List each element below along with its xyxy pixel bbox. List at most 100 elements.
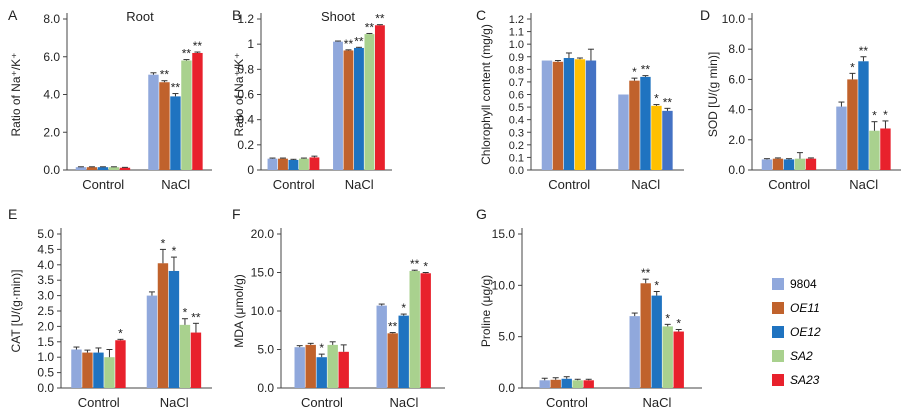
bar-sa23-nacl: [662, 110, 673, 170]
bar-sa23-nacl: [673, 331, 684, 388]
y-tick-label: 0.2: [509, 140, 524, 152]
bar-sa23-control: [585, 60, 597, 170]
bar-oe11-nacl: [159, 82, 170, 170]
y-axis-label: Ratio of Na⁺/K⁺: [232, 52, 246, 136]
bar-sa2-control: [104, 357, 115, 388]
significance-marker: *: [872, 109, 877, 123]
bar-oe12-control: [93, 352, 104, 388]
panel-label: D: [700, 7, 710, 23]
legend-swatch: [772, 374, 784, 386]
bar-oe11-control: [278, 158, 288, 170]
y-tick-label: 15.0: [251, 266, 275, 280]
y-tick-label: 0.0: [728, 163, 745, 177]
bar-oe12-nacl: [858, 61, 869, 170]
bar-oe12-nacl: [640, 76, 651, 170]
y-tick-label: 0.0: [509, 165, 524, 177]
legend-label: SA23: [790, 373, 820, 387]
y-tick-label: 1.2: [237, 12, 254, 26]
y-axis-label: Proline (μg/g): [479, 275, 493, 347]
x-tick-label: Control: [546, 395, 588, 410]
bar-oe12-nacl: [398, 315, 409, 388]
bar-sa2-nacl: [179, 324, 191, 388]
significance-marker: *: [632, 65, 637, 79]
bar-sa2-nacl: [651, 105, 662, 170]
x-tick-label: Control: [768, 177, 810, 192]
x-tick-label: Control: [273, 177, 315, 192]
bar-sa2-control: [794, 158, 806, 170]
y-tick-label: 2.0: [43, 125, 60, 139]
significance-marker: **: [344, 37, 354, 51]
bar-oe12-nacl: [168, 270, 180, 388]
legend-label: 9804: [790, 277, 817, 291]
bar-9804-control: [75, 167, 87, 170]
bar-9804-control: [539, 380, 550, 388]
bar-oe12-nacl: [354, 47, 364, 170]
bar-sa23-nacl: [374, 25, 385, 170]
bar-oe12-control: [561, 378, 572, 388]
bar-oe12-control: [563, 58, 575, 171]
legend-label: OE12: [790, 325, 821, 339]
significance-marker: **: [365, 20, 375, 34]
y-tick-label: 3.0: [37, 289, 54, 303]
y-tick-label: 4.0: [37, 258, 54, 272]
chart-panel-f: F 0.0 5.0 10.0 15.0 20.0 MDA (μmol/g) * Control *…: [232, 206, 445, 410]
legend-swatch: [772, 326, 784, 338]
significance-marker: *: [665, 311, 670, 325]
y-tick-label: 1.2: [509, 14, 524, 26]
chart-panel-e: E 0.00.5 1.01.5 2.02.53.0 3.54.0 4.55.0 CAT [U…: [8, 206, 212, 410]
y-axis-label: CAT [U/(g·min)]: [9, 270, 23, 353]
y-tick-label: 0.0: [257, 381, 274, 395]
bar-sa2-nacl: [869, 130, 880, 170]
bar-oe11-control: [305, 344, 316, 388]
x-tick-label: Control: [78, 395, 120, 410]
legend-item: SA2: [772, 344, 902, 368]
significance-marker: **: [354, 34, 364, 48]
y-tick-label: 6.0: [43, 50, 60, 64]
bar-oe11-control: [552, 61, 564, 170]
x-tick-label: NaCl: [631, 177, 660, 192]
significance-marker: *: [654, 278, 659, 292]
y-tick-label: 1: [247, 37, 254, 51]
legend-item: OE12: [772, 320, 902, 344]
y-tick-label: 2.5: [37, 304, 54, 318]
bar-sa2-control: [108, 167, 120, 170]
bar-oe11-nacl: [640, 283, 651, 388]
panel-label: E: [8, 206, 17, 222]
y-tick-label: 0.2: [237, 138, 254, 152]
panel-label: G: [476, 206, 487, 222]
significance-marker: *: [172, 244, 177, 258]
significance-marker: **: [641, 63, 651, 77]
bar-9804-control: [761, 159, 773, 170]
significance-marker: **: [191, 310, 201, 324]
bar-sa23-nacl: [420, 273, 431, 388]
bar-9804-control: [541, 60, 553, 170]
panel-label: F: [232, 206, 241, 222]
y-tick-label: 1.0: [37, 350, 54, 364]
y-tick-label: 0.1: [509, 152, 524, 164]
significance-marker: *: [883, 108, 888, 122]
bar-oe12-control: [288, 159, 299, 170]
y-tick-label: 10.0: [251, 304, 275, 318]
bar-oe11-nacl: [387, 333, 398, 388]
significance-marker: *: [319, 341, 324, 355]
y-tick-label: 1.1: [509, 27, 524, 39]
significance-marker: **: [375, 12, 385, 26]
y-tick-label: 20.0: [251, 227, 275, 241]
legend-swatch: [772, 350, 784, 362]
significance-marker: **: [171, 81, 181, 95]
bar-oe12-nacl: [651, 295, 662, 388]
bar-sa23-control: [119, 167, 131, 170]
y-tick-label: 0.9: [509, 52, 524, 64]
bar-sa2-nacl: [409, 270, 420, 388]
bar-sa2-control: [298, 158, 309, 170]
y-tick-label: 8.0: [43, 12, 60, 26]
bar-sa23-nacl: [880, 128, 891, 170]
bar-oe11-nacl: [629, 80, 640, 170]
y-tick-label: 0.8: [509, 64, 524, 76]
y-tick-label: 0.5: [509, 102, 524, 114]
y-axis-label: Chlorophyll content (mg/g): [479, 24, 493, 165]
chart-title: Shoot: [321, 9, 355, 24]
bar-oe11-nacl: [157, 263, 169, 388]
y-tick-label: 0.6: [237, 88, 254, 102]
